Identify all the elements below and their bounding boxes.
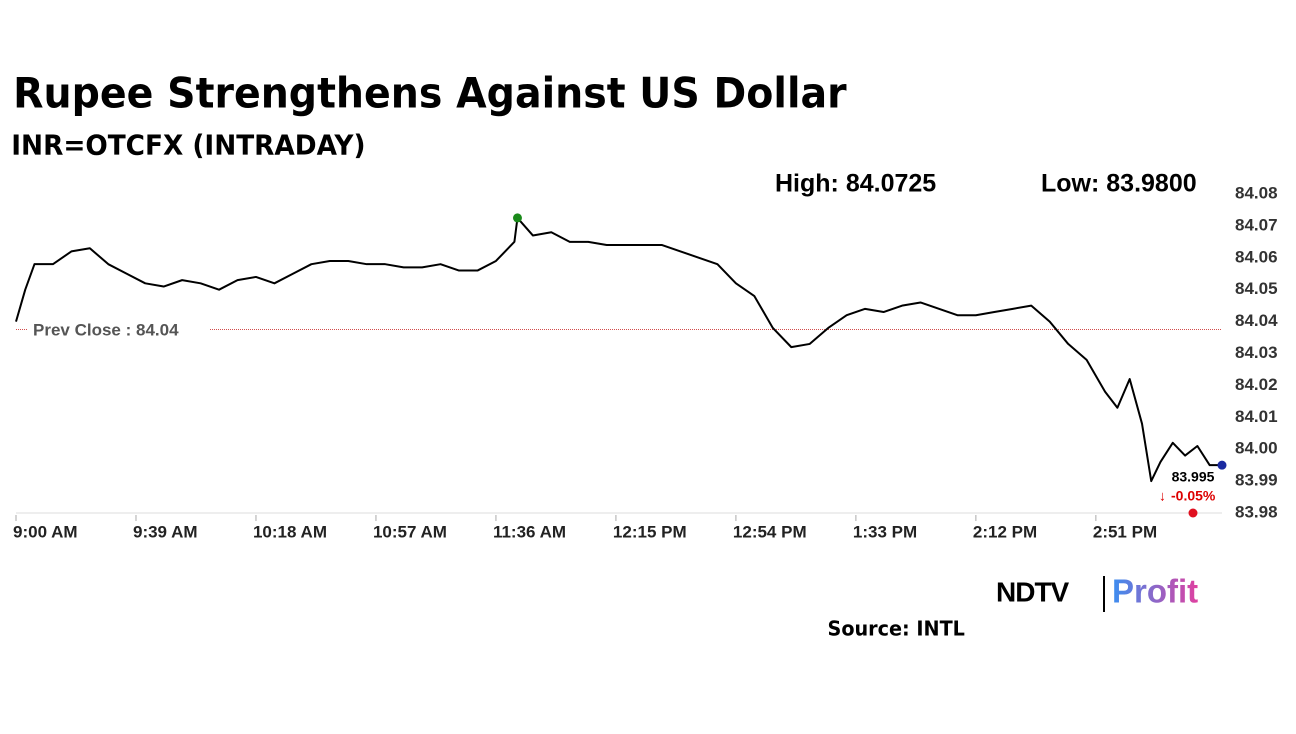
low-marker xyxy=(1188,508,1198,518)
y-tick-label: 84.05 xyxy=(1235,279,1278,298)
x-tick-label: 11:36 AM xyxy=(493,522,566,541)
x-tick-label: 2:51 PM xyxy=(1093,522,1157,541)
x-tick-label: 9:39 AM xyxy=(133,522,198,541)
y-tick-label: 84.07 xyxy=(1235,215,1278,234)
logo-left: NDTV xyxy=(996,576,1070,607)
y-tick-label: 84.04 xyxy=(1235,311,1278,330)
chart-subtitle: INR=OTCFX (INTRADAY) xyxy=(11,130,365,162)
change-label: -0.05% xyxy=(1171,488,1216,504)
last-box xyxy=(1164,466,1222,488)
chart-title: Rupee Strengthens Against US Dollar xyxy=(13,68,846,117)
y-tick-label: 84.00 xyxy=(1235,439,1278,458)
x-tick-label: 12:15 PM xyxy=(613,522,687,541)
down-arrow: ↓ xyxy=(1159,488,1166,504)
y-tick-label: 84.01 xyxy=(1235,407,1278,426)
y-tick-label: 84.08 xyxy=(1235,183,1278,202)
high-marker xyxy=(512,213,522,223)
x-tick-label: 2:12 PM xyxy=(973,522,1037,541)
x-tick-label: 10:18 AM xyxy=(253,522,327,541)
last-label: 83.995 xyxy=(1172,469,1215,485)
y-tick-label: 83.99 xyxy=(1235,471,1278,490)
low-label: Low: 83.9800 xyxy=(1041,170,1197,198)
prev-close-label: Prev Close : 84.04 xyxy=(33,320,179,339)
x-tick-label: 10:57 AM xyxy=(373,522,447,541)
logo-right: Profit xyxy=(1112,573,1198,610)
price-line xyxy=(15,216,1222,483)
x-tick-label: 12:54 PM xyxy=(733,522,807,541)
y-tick-label: 83.98 xyxy=(1235,502,1278,521)
last-marker xyxy=(1217,460,1227,470)
y-tick-label: 84.02 xyxy=(1235,375,1278,394)
high-label: High: 84.0725 xyxy=(775,170,936,198)
y-tick-label: 84.06 xyxy=(1235,247,1278,266)
x-tick-label: 1:33 PM xyxy=(853,522,917,541)
source: Source: INTL xyxy=(828,617,965,640)
y-tick-label: 84.03 xyxy=(1235,343,1278,362)
prev-close-label-bg xyxy=(28,319,210,340)
x-tick-label: 9:00 AM xyxy=(13,522,78,541)
